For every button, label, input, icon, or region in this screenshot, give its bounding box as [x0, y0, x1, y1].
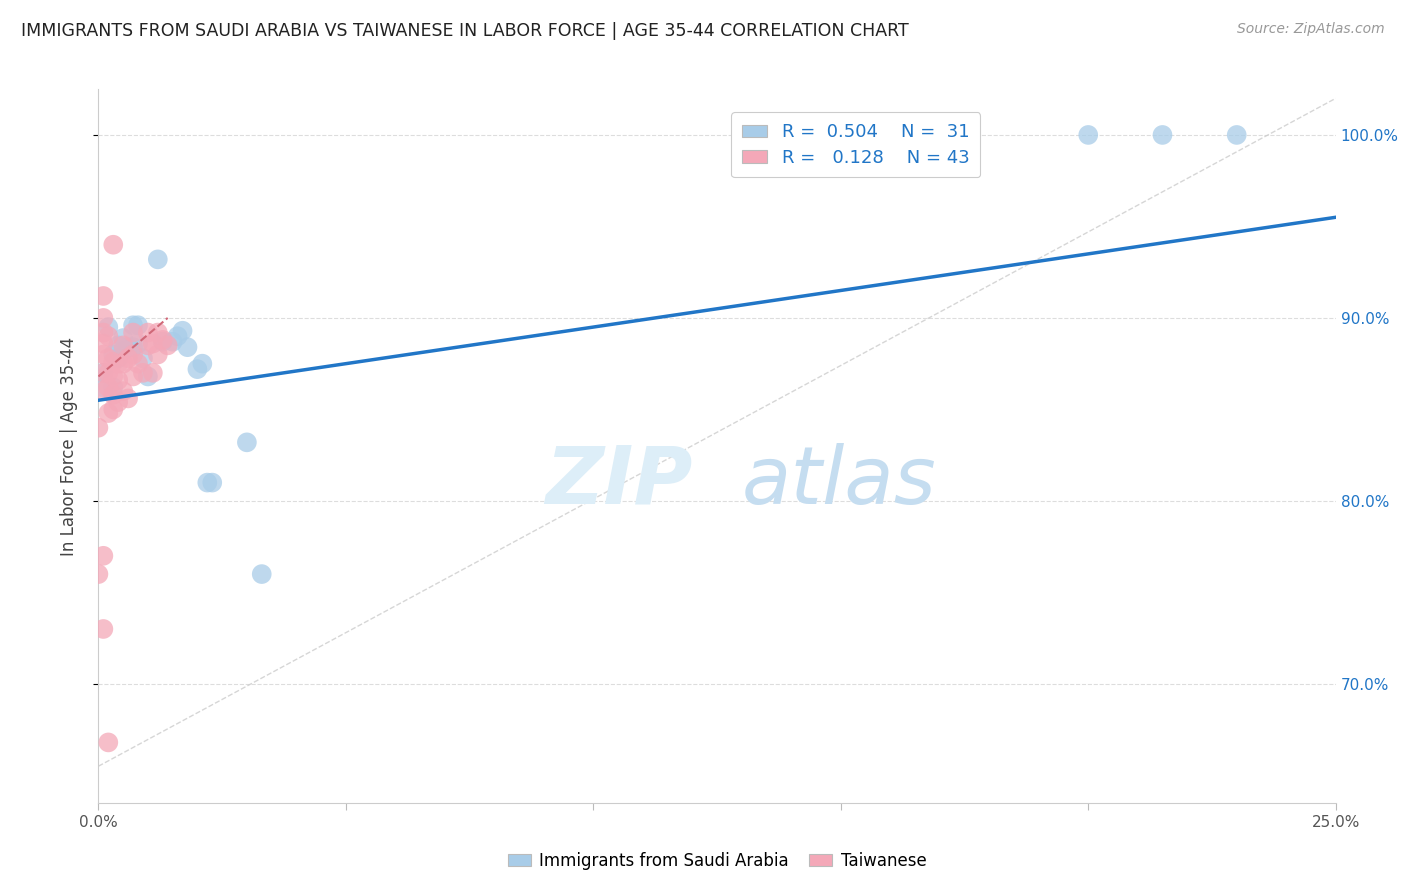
Point [191, 357, 214, 371]
Point [146, 347, 169, 361]
Point [93, 336, 115, 351]
Point [107, 338, 129, 352]
Legend: Immigrants from Saudi Arabia, Taiwanese: Immigrants from Saudi Arabia, Taiwanese [501, 846, 934, 877]
Point [97, 380, 120, 394]
Point [122, 326, 145, 340]
Point [201, 475, 224, 490]
Point [162, 334, 184, 349]
Point [93, 384, 115, 398]
Point [103, 347, 125, 361]
Point [103, 237, 125, 252]
Point [93, 289, 115, 303]
Point [107, 351, 129, 366]
Point [107, 395, 129, 409]
Point [122, 318, 145, 333]
Point [142, 366, 165, 380]
Point [117, 392, 139, 406]
Text: IMMIGRANTS FROM SAUDI ARABIA VS TAIWANESE IN LABOR FORCE | AGE 35-44 CORRELATION: IMMIGRANTS FROM SAUDI ARABIA VS TAIWANES… [21, 22, 908, 40]
Point [127, 318, 149, 333]
Point [236, 435, 259, 450]
Point [97, 320, 120, 334]
Point [97, 351, 120, 366]
Point [176, 340, 198, 354]
Point [93, 622, 115, 636]
Point [186, 362, 208, 376]
Point [112, 343, 135, 358]
Point [97, 406, 120, 420]
Text: Source: ZipAtlas.com: Source: ZipAtlas.com [1237, 22, 1385, 37]
Point [93, 380, 115, 394]
Point [127, 357, 149, 371]
Point [93, 549, 115, 563]
Point [93, 366, 115, 380]
Point [112, 331, 135, 345]
Point [103, 380, 125, 394]
Point [146, 326, 169, 340]
Point [136, 326, 159, 340]
Point [1077, 128, 1099, 142]
Point [93, 366, 115, 380]
Point [136, 369, 159, 384]
Point [132, 351, 155, 366]
Point [156, 338, 179, 352]
Point [152, 333, 174, 347]
Point [103, 355, 125, 369]
Point [172, 324, 194, 338]
Point [107, 373, 129, 387]
Point [122, 369, 145, 384]
Point [103, 388, 125, 402]
Point [136, 338, 159, 352]
Point [93, 347, 115, 361]
Point [1226, 128, 1249, 142]
Point [93, 326, 115, 340]
Text: atlas: atlas [742, 442, 936, 521]
Point [122, 347, 145, 361]
Point [97, 329, 120, 343]
Point [146, 252, 169, 267]
Point [152, 334, 174, 349]
Point [117, 340, 139, 354]
Point [112, 338, 135, 352]
Point [103, 402, 125, 417]
Y-axis label: In Labor Force | Age 35-44: In Labor Force | Age 35-44 [59, 336, 77, 556]
Point [166, 329, 188, 343]
Point [132, 366, 155, 380]
Point [87, 567, 110, 582]
Point [117, 351, 139, 366]
Point [250, 567, 273, 582]
Point [107, 357, 129, 371]
Point [112, 357, 135, 371]
Point [87, 420, 110, 434]
Point [122, 340, 145, 354]
Point [127, 336, 149, 351]
Point [97, 366, 120, 380]
Point [97, 735, 120, 749]
Point [142, 336, 165, 351]
Point [1152, 128, 1174, 142]
Point [112, 384, 135, 398]
Text: ZIP: ZIP [546, 442, 692, 521]
Point [103, 369, 125, 384]
Point [195, 475, 218, 490]
Point [93, 310, 115, 325]
